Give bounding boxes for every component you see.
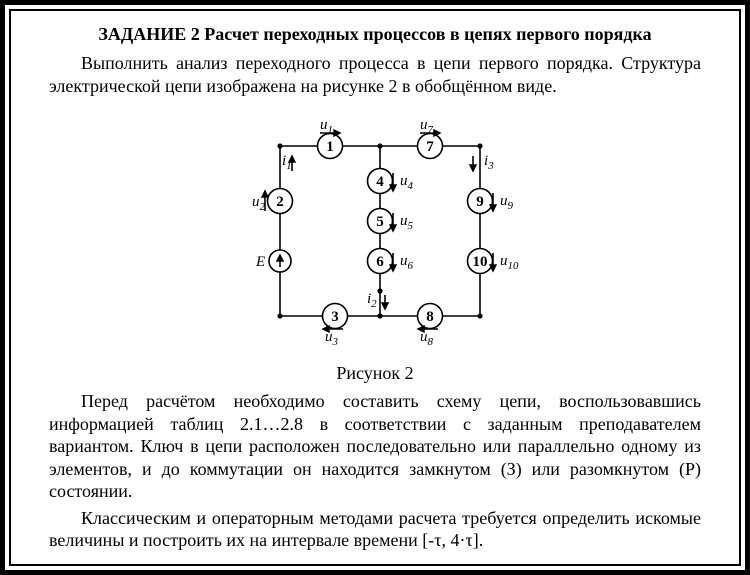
- svg-text:u10: u10: [500, 253, 519, 272]
- paragraph-1: Выполнить анализ переходного процесса в …: [49, 52, 701, 97]
- svg-text:i1: i1: [282, 153, 292, 172]
- svg-text:3: 3: [331, 309, 339, 325]
- paragraph-2: Перед расчётом необходимо составить схем…: [49, 390, 701, 503]
- circuit-svg: 12345678910Eu1u7u2u4u5u6u9u10u3u8i1i3i2: [225, 101, 525, 356]
- task-title: ЗАДАНИЕ 2 Расчет переходных процессов в …: [49, 23, 701, 46]
- figure-caption: Рисунок 2: [49, 363, 701, 384]
- svg-text:u9: u9: [500, 193, 514, 212]
- svg-text:E: E: [255, 254, 265, 270]
- svg-text:u6: u6: [400, 253, 414, 272]
- svg-text:7: 7: [426, 139, 434, 155]
- svg-text:2: 2: [276, 194, 284, 210]
- svg-text:1: 1: [326, 139, 334, 155]
- svg-text:i2: i2: [367, 291, 377, 310]
- svg-text:u8: u8: [420, 329, 434, 348]
- svg-text:u3: u3: [325, 329, 339, 348]
- svg-text:i3: i3: [484, 153, 494, 172]
- svg-text:u4: u4: [400, 173, 414, 192]
- svg-text:4: 4: [376, 174, 384, 190]
- paragraph-3: Классическим и операторным методами расч…: [49, 507, 701, 552]
- svg-text:u5: u5: [400, 213, 414, 232]
- svg-text:9: 9: [476, 194, 484, 210]
- svg-text:5: 5: [376, 214, 384, 230]
- svg-text:10: 10: [473, 254, 488, 270]
- svg-text:8: 8: [426, 309, 434, 325]
- svg-text:6: 6: [376, 254, 384, 270]
- circuit-figure: 12345678910Eu1u7u2u4u5u6u9u10u3u8i1i3i2: [49, 101, 701, 361]
